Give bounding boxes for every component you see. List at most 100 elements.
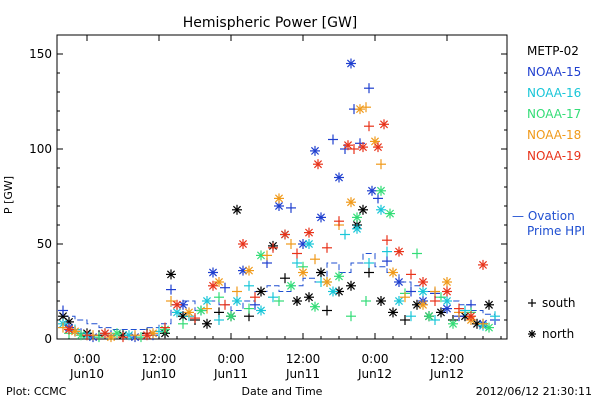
- x-tick-date: Jun12: [429, 367, 464, 381]
- data-point: [376, 185, 386, 196]
- data-point: [352, 223, 362, 234]
- data-point: [484, 322, 494, 333]
- data-point: [316, 212, 326, 223]
- data-point: [349, 144, 359, 154]
- data-point: [76, 330, 86, 341]
- data-point: [106, 332, 116, 343]
- symbol-legend-label: north: [542, 327, 574, 341]
- data-point: [418, 286, 428, 297]
- data-point: [166, 296, 176, 306]
- x-tick-date: Jun10: [141, 367, 176, 381]
- data-point: [313, 159, 323, 170]
- y-tick-label: 100: [29, 142, 52, 156]
- data-point: [322, 242, 332, 253]
- data-point: [322, 305, 332, 316]
- footer-left: Plot: CCMC: [6, 385, 67, 398]
- data-point: [478, 259, 488, 270]
- data-point: [394, 246, 404, 257]
- x-tick-time: 12:00: [286, 352, 321, 366]
- data-point: [310, 301, 320, 312]
- data-point: [454, 303, 464, 314]
- data-point: [208, 280, 218, 291]
- x-axis-label: Date and Time: [242, 385, 323, 398]
- data-point: [418, 277, 428, 287]
- data-point: [388, 307, 398, 318]
- data-point: [166, 284, 176, 295]
- legend: METP-02 NOAA-15 NOAA-16 NOAA-17 NOAA-18 NOAA-…: [512, 44, 585, 341]
- data-point: [346, 197, 356, 208]
- data-point: [346, 58, 356, 69]
- data-point: [436, 307, 446, 318]
- y-tick-label: 0: [44, 332, 52, 346]
- data-point: [196, 305, 206, 316]
- data-point: [256, 286, 266, 297]
- x-tick-time: 0:00: [362, 352, 389, 366]
- data-point: [448, 318, 458, 329]
- data-point: [160, 322, 170, 333]
- data-point: [268, 242, 278, 253]
- data-point: [436, 292, 446, 303]
- data-point: [340, 229, 350, 240]
- data-point: [286, 239, 296, 249]
- data-point: [166, 269, 176, 280]
- data-point: [442, 303, 452, 314]
- legend-entry: NOAA-18: [527, 128, 581, 142]
- data-point: [214, 292, 224, 303]
- data-point: [130, 330, 140, 341]
- data-point: [202, 318, 212, 329]
- data-point: [328, 286, 338, 297]
- data-point: [226, 311, 236, 322]
- data-point: [358, 204, 368, 215]
- data-point: [466, 311, 476, 322]
- x-axis: 0:00Jun1012:00Jun100:00Jun1112:00Jun110:…: [68, 35, 502, 381]
- ovation-legend-line1: — Ovation: [512, 209, 575, 223]
- data-point: [238, 239, 248, 249]
- data-point: [214, 315, 224, 325]
- data-point: [250, 292, 260, 303]
- legend-entry: NOAA-19: [527, 149, 581, 163]
- data-point: [442, 286, 452, 297]
- data-point: [442, 296, 452, 306]
- data-point: [328, 134, 338, 145]
- data-point: [334, 271, 344, 282]
- data-point: [361, 296, 371, 306]
- data-point: [304, 227, 314, 238]
- data-point: [274, 296, 284, 306]
- legend-entry: NOAA-17: [527, 107, 581, 121]
- data-point: [430, 315, 440, 325]
- data-point: [232, 204, 242, 215]
- data-point: [292, 296, 302, 306]
- data-point: [310, 254, 320, 265]
- symbol-legend-label: south: [542, 296, 576, 310]
- data-point: [400, 315, 410, 325]
- data-point: [430, 296, 440, 306]
- x-tick-date: Jun11: [213, 367, 248, 381]
- ovation-legend-line2: Prime HPI: [527, 224, 585, 238]
- data-point: [58, 305, 68, 316]
- data-point: [361, 102, 371, 113]
- data-point: [202, 296, 212, 306]
- data-point: [298, 267, 308, 278]
- legend-entry: METP-02: [527, 44, 579, 58]
- data-point: [268, 292, 278, 303]
- data-point: [406, 286, 416, 297]
- data-point: [346, 280, 356, 291]
- data-point: [262, 250, 272, 261]
- data-point: [394, 277, 404, 287]
- x-tick-time: 12:00: [142, 352, 177, 366]
- data-point: [322, 277, 332, 287]
- data-point: [406, 311, 416, 322]
- data-point: [478, 318, 488, 329]
- data-point: [220, 282, 230, 293]
- data-point: [334, 172, 344, 183]
- data-point: [442, 277, 452, 287]
- data-point: [286, 280, 296, 291]
- symbol-legend-marker: [528, 330, 536, 338]
- y-axis: 0 50 100 150: [29, 34, 507, 346]
- data-point: [406, 269, 416, 280]
- data-point: [358, 142, 368, 153]
- x-tick-date: Jun12: [357, 367, 392, 381]
- data-point: [184, 307, 194, 318]
- data-point: [430, 286, 440, 297]
- data-point: [274, 201, 284, 211]
